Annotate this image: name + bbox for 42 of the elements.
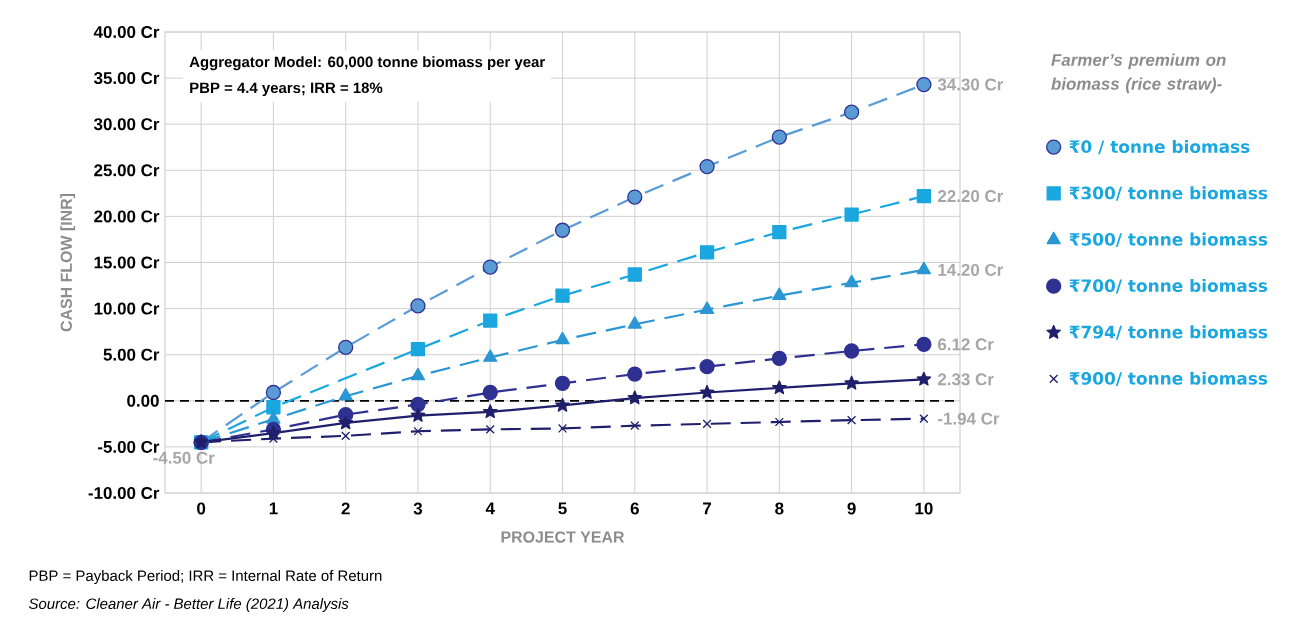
data-label: 2.33 Cr xyxy=(937,373,994,386)
y-tick-label: -5.00 Cr xyxy=(98,440,160,453)
legend-label: ₹900/ tonne biomass xyxy=(1069,371,1268,387)
y-tick-label: -10.00 Cr xyxy=(88,487,160,499)
x-tick-label: 8 xyxy=(775,502,784,515)
annotation: PBP = 4.4 years; IRR = 18% xyxy=(190,82,383,97)
y-tick-label: 35.00 Cr xyxy=(93,72,160,85)
y-tick-label: 5.00 Cr xyxy=(103,348,160,361)
y-tick-label: 30.00 Cr xyxy=(93,118,160,131)
legend-label: ₹794/ tonne biomass xyxy=(1069,325,1268,340)
x-tick-label: 3 xyxy=(413,502,423,515)
x-axis-title: PROJECT YEAR xyxy=(501,531,625,543)
annotation: Aggregator Model: 60,000 tonne biomass per year xyxy=(189,56,545,71)
y-axis-title: CASH FLOW [INR] xyxy=(60,193,76,332)
x-tick-label: 6 xyxy=(630,502,639,515)
x-tick-label: 0 xyxy=(197,502,206,515)
legend-label: ₹0 / tonne biomass xyxy=(1069,139,1250,155)
legend-label: ₹300/ tonne biomass xyxy=(1069,186,1268,201)
x-tick-label: 9 xyxy=(847,502,856,515)
y-tick-label: 0.00 xyxy=(127,394,159,407)
x-tick-label: 4 xyxy=(485,502,495,515)
x-tick-label: 2 xyxy=(341,502,350,515)
y-tick-label: 15.00 Cr xyxy=(94,256,160,269)
data-label: 6.12 Cr xyxy=(938,338,994,351)
y-tick-label: 10.00 Cr xyxy=(94,302,160,315)
text: PBP = Payback Period; IRR = Internal Rate of Return xyxy=(29,570,382,584)
x-tick-label: 5 xyxy=(558,502,567,515)
data-label: -4.50 Cr xyxy=(153,451,215,464)
x-tick-label: 10 xyxy=(915,502,933,515)
source-note: Source: Cleaner Air - Better Life (2021) Analysis xyxy=(28,598,349,612)
x-tick-label: 1 xyxy=(269,502,278,515)
data-label: 34.30 Cr xyxy=(937,78,1004,91)
y-tick-label: 25.00 Cr xyxy=(94,164,160,177)
legend-label: ₹700/ tonne biomass xyxy=(1069,278,1268,294)
data-label: 22.20 Cr xyxy=(937,190,1004,203)
data-label: -1.94 Cr xyxy=(938,412,1000,425)
legend-title: Farmer’s premium on biomass (rice straw)- xyxy=(1051,53,1226,94)
legend-label: ₹500/ tonne biomass xyxy=(1069,232,1268,248)
x-tick-label: 7 xyxy=(703,502,712,515)
y-tick-label: 20.00 Cr xyxy=(94,210,160,223)
y-tick-label: 40.00 Cr xyxy=(93,26,160,38)
data-label: 14.20 Cr xyxy=(938,263,1004,276)
